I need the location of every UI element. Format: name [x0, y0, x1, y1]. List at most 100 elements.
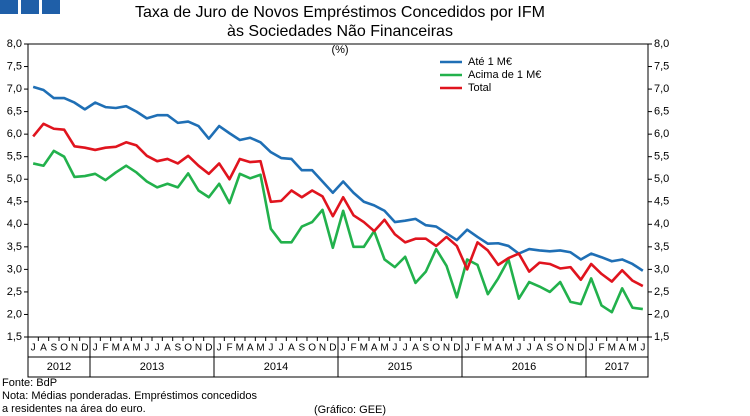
year-label: 2013: [140, 361, 164, 373]
x-tick-label: F: [102, 343, 108, 354]
y-tick-label: 7,5: [7, 60, 22, 72]
y-tick-label: 6,5: [7, 106, 22, 118]
x-tick-label: J: [279, 343, 284, 354]
chart-subtitle: (%): [331, 44, 348, 56]
x-tick-label: M: [112, 343, 120, 354]
logo-square: [21, 0, 39, 14]
x-tick-label: J: [31, 343, 36, 354]
y2-tick-label: 5,5: [654, 151, 669, 163]
x-tick-label: D: [329, 343, 336, 354]
x-tick-label: A: [40, 343, 47, 354]
x-tick-label: N: [443, 343, 450, 354]
x-tick-label: F: [350, 343, 356, 354]
x-tick-label: O: [60, 343, 68, 354]
legend-label: Acima de 1 M€: [468, 69, 541, 81]
year-label: 2012: [47, 361, 71, 373]
note: a residentes na área do euro.: [2, 403, 146, 415]
x-tick-label: S: [174, 343, 181, 354]
x-tick-label: D: [81, 343, 88, 354]
y-tick-label: 3,0: [7, 263, 22, 275]
y2-tick-label: 2,5: [654, 286, 669, 298]
y-tick-label: 2,5: [7, 286, 22, 298]
x-tick-label: A: [247, 343, 254, 354]
x-tick-label: J: [217, 343, 222, 354]
x-tick-label: F: [226, 343, 232, 354]
x-tick-label: M: [360, 343, 368, 354]
x-tick-label: J: [268, 343, 273, 354]
x-tick-label: N: [195, 343, 202, 354]
x-tick-label: A: [288, 343, 295, 354]
x-tick-label: M: [236, 343, 244, 354]
y-tick-label: 3,5: [7, 241, 22, 253]
x-tick-label: A: [164, 343, 171, 354]
y2-tick-label: 6,0: [654, 128, 669, 140]
x-tick-label: N: [567, 343, 574, 354]
x-tick-label: N: [319, 343, 326, 354]
logo-square: [0, 0, 18, 14]
x-tick-label: M: [628, 343, 636, 354]
x-tick-label: J: [465, 343, 470, 354]
x-tick-label: M: [256, 343, 264, 354]
y-tick-label: 8,0: [7, 38, 22, 50]
legend-label: Até 1 M€: [468, 56, 512, 68]
y-tick-label: 4,0: [7, 218, 22, 230]
y2-tick-label: 7,0: [654, 83, 669, 95]
x-tick-label: M: [608, 343, 616, 354]
year-label: 2017: [605, 361, 629, 373]
x-tick-label: O: [308, 343, 316, 354]
x-tick-label: S: [298, 343, 305, 354]
chart-title: Taxa de Juro de Novos Empréstimos Conced…: [135, 4, 545, 21]
x-tick-label: A: [123, 343, 130, 354]
logo-square: [42, 0, 60, 14]
x-tick-label: M: [484, 343, 492, 354]
legend-label: Total: [468, 82, 491, 94]
year-label: 2014: [264, 361, 288, 373]
x-tick-label: S: [546, 343, 553, 354]
x-tick-label: J: [341, 343, 346, 354]
x-tick-label: A: [495, 343, 502, 354]
x-tick-label: J: [155, 343, 160, 354]
y-tick-label: 5,0: [7, 173, 22, 185]
x-tick-label: M: [380, 343, 388, 354]
x-tick-label: J: [144, 343, 149, 354]
x-tick-label: M: [132, 343, 140, 354]
x-tick-label: J: [93, 343, 98, 354]
y2-tick-label: 3,5: [654, 241, 669, 253]
x-tick-label: F: [474, 343, 480, 354]
series-line: [32, 122, 644, 288]
x-tick-label: J: [640, 343, 645, 354]
credit: (Gráfico: GEE): [314, 404, 386, 416]
x-tick-label: A: [619, 343, 626, 354]
y2-tick-label: 1,5: [654, 331, 669, 343]
x-tick-label: M: [504, 343, 512, 354]
y-tick-label: 1,5: [7, 331, 22, 343]
y-tick-label: 6,0: [7, 128, 22, 140]
x-tick-label: J: [516, 343, 521, 354]
y2-tick-label: 2,0: [654, 308, 669, 320]
x-tick-label: S: [422, 343, 429, 354]
x-tick-label: J: [392, 343, 397, 354]
x-tick-label: N: [71, 343, 78, 354]
y-tick-label: 5,5: [7, 151, 22, 163]
y-tick-label: 4,5: [7, 196, 22, 208]
x-tick-label: O: [184, 343, 192, 354]
y2-tick-label: 4,0: [654, 218, 669, 230]
series-line: [32, 149, 643, 314]
x-tick-label: S: [50, 343, 57, 354]
note: Nota: Médias ponderadas. Empréstimos con…: [2, 390, 257, 402]
x-tick-label: F: [598, 343, 604, 354]
y-tick-label: 2,0: [7, 308, 22, 320]
chart-title: às Sociedades Não Financeiras: [227, 23, 453, 40]
x-tick-label: D: [577, 343, 584, 354]
y-tick-label: 7,0: [7, 83, 22, 95]
y2-tick-label: 7,5: [654, 60, 669, 72]
x-tick-label: J: [403, 343, 408, 354]
x-tick-label: A: [412, 343, 419, 354]
x-tick-label: A: [536, 343, 543, 354]
x-tick-label: A: [371, 343, 378, 354]
year-label: 2015: [388, 361, 412, 373]
x-tick-label: J: [527, 343, 532, 354]
y2-tick-label: 5,0: [654, 173, 669, 185]
